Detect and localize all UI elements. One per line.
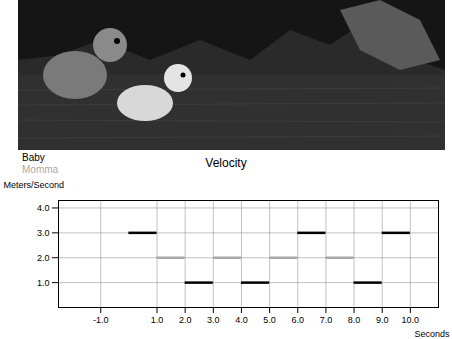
- svg-text:Seconds: Seconds: [414, 329, 450, 339]
- svg-text:5.0: 5.0: [263, 315, 276, 325]
- svg-text:1.0: 1.0: [37, 277, 50, 287]
- html-text:Momma: Momma: [22, 164, 59, 175]
- svg-text:3.0: 3.0: [37, 228, 50, 238]
- svg-text:9.0: 9.0: [376, 315, 389, 325]
- svg-text:Meters/Second: Meters/Second: [4, 180, 65, 190]
- svg-text:-1.0: -1.0: [93, 315, 109, 325]
- svg-text:10.0: 10.0: [402, 315, 420, 325]
- svg-text:8.0: 8.0: [348, 315, 361, 325]
- svg-text:3.0: 3.0: [207, 315, 220, 325]
- svg-text:2.0: 2.0: [179, 315, 192, 325]
- svg-text:7.0: 7.0: [320, 315, 333, 325]
- svg-text:6.0: 6.0: [292, 315, 305, 325]
- html-text:Baby: Baby: [22, 152, 45, 163]
- svg-text:1.0: 1.0: [151, 315, 164, 325]
- svg-text:4.0: 4.0: [235, 315, 248, 325]
- svg-text:2.0: 2.0: [37, 253, 50, 263]
- svg-text:4.0: 4.0: [37, 203, 50, 213]
- html-text:Velocity: Velocity: [205, 156, 247, 170]
